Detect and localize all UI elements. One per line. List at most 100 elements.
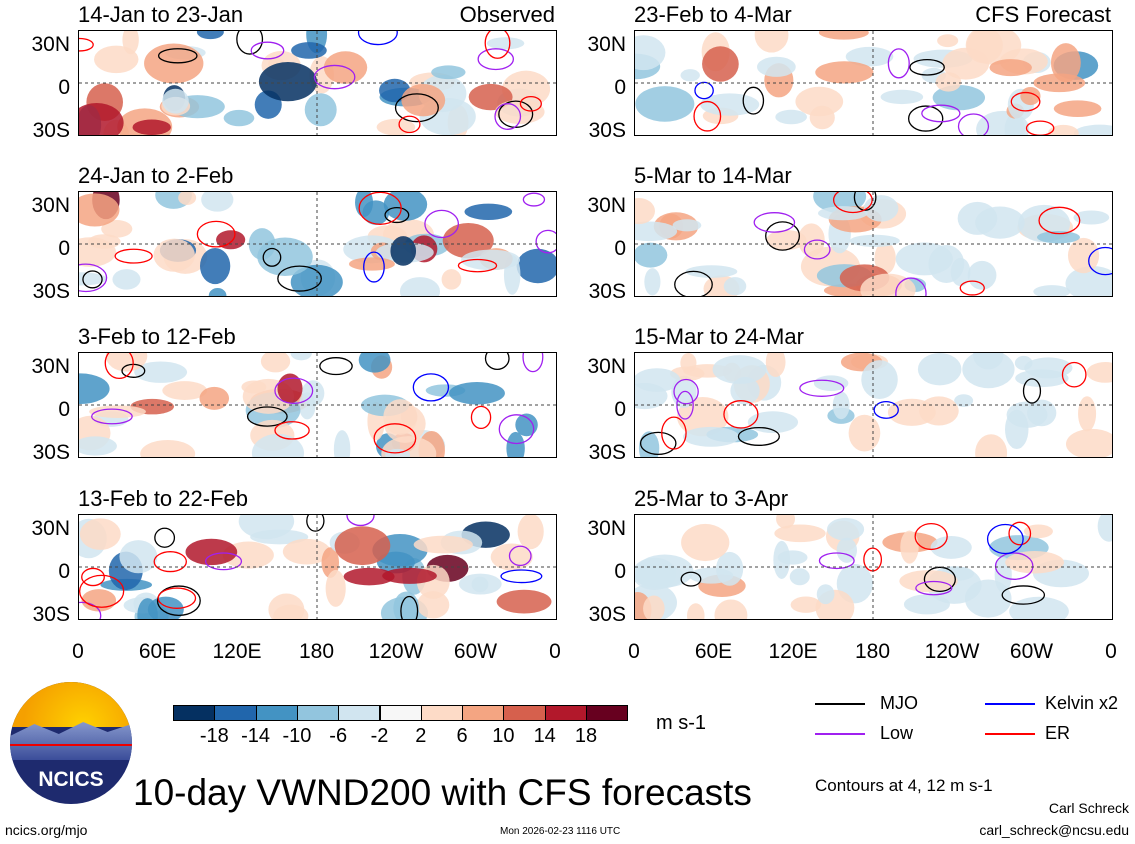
wind-anomaly-region	[376, 551, 415, 574]
colorbar-tick: -10	[282, 725, 312, 747]
wind-anomaly-region	[826, 517, 865, 541]
wind-anomaly-region	[399, 277, 441, 296]
wind-anomaly-region	[199, 386, 230, 410]
wind-anomaly-region	[1097, 515, 1112, 542]
wind-anomaly-region	[290, 264, 343, 296]
wind-anomaly-region	[644, 268, 661, 296]
contour-line	[887, 48, 910, 79]
wind-anomaly-region	[140, 439, 196, 457]
site-link[interactable]: ncics.org/mjo	[5, 822, 88, 838]
wind-anomaly-region	[685, 265, 738, 278]
contour-line	[803, 239, 831, 260]
wind-anomaly-region	[132, 119, 171, 135]
contour-line	[204, 552, 243, 571]
wind-anomaly-region	[756, 56, 796, 77]
colorbar-swatch	[255, 705, 298, 721]
contour-line	[319, 357, 353, 376]
y-tick-label: 30N	[31, 194, 70, 217]
colorbar-tick: -18	[199, 725, 229, 747]
wind-anomaly-region	[962, 353, 1015, 389]
map-panel	[78, 352, 557, 458]
wind-anomaly-region	[1073, 124, 1112, 135]
wind-anomaly-region	[848, 414, 881, 452]
colorbar-swatch	[586, 705, 629, 721]
wind-anomaly-region	[441, 269, 462, 290]
wind-anomaly-region	[1067, 237, 1100, 274]
x-tick-label: 120E	[768, 640, 818, 663]
wind-anomaly-region	[1020, 86, 1041, 106]
contour-line	[104, 353, 134, 380]
wind-anomaly-region	[975, 206, 1025, 239]
wind-anomaly-region	[790, 596, 822, 613]
contour-line	[818, 552, 855, 570]
contour-line	[477, 48, 515, 71]
column-label: Observed	[459, 2, 555, 27]
wind-anomaly-region	[635, 86, 695, 122]
legend-line	[815, 703, 865, 705]
wind-anomaly-region	[112, 269, 141, 290]
wind-anomaly-region	[282, 538, 331, 565]
wind-anomaly-region	[635, 242, 668, 268]
wind-anomaly-region	[677, 396, 729, 437]
wind-anomaly-region	[490, 543, 533, 571]
wind-anomaly-region	[965, 31, 1003, 64]
y-tick-label: 0	[614, 398, 626, 421]
wind-anomaly-region	[81, 589, 117, 612]
contour-line	[799, 379, 845, 397]
y-tick-label: 30S	[588, 603, 626, 626]
wind-anomaly-region	[795, 86, 844, 117]
contour-line	[915, 580, 953, 596]
contour-line	[79, 601, 102, 619]
x-tick-label: 60W	[453, 640, 498, 663]
wind-anomaly-region	[954, 394, 974, 407]
wind-anomaly-region	[1005, 409, 1029, 450]
contour-line	[363, 251, 385, 283]
colorbar-swatch	[214, 705, 257, 721]
contour-line	[873, 401, 899, 419]
wind-anomaly-region	[516, 248, 556, 284]
wind-anomaly-region	[635, 557, 677, 590]
wind-anomaly-region	[643, 595, 665, 619]
figure-title: 10-day VWND200 with CFS forecasts	[133, 772, 752, 813]
wind-anomaly-region	[1086, 362, 1112, 383]
x-tick-label: 0	[72, 640, 84, 663]
contour-line	[157, 48, 198, 64]
email[interactable]: carl_schreck@ncsu.edu	[979, 822, 1129, 838]
wind-anomaly-region	[273, 604, 309, 619]
contour-line	[1061, 361, 1087, 388]
wind-anomaly-region	[950, 257, 971, 287]
contour-line	[357, 31, 398, 46]
legend-label: Kelvin x2	[1045, 693, 1119, 713]
contour-line	[676, 390, 694, 420]
x-tick-label: 0	[549, 640, 561, 663]
wind-anomaly-region	[723, 277, 747, 296]
panel-title: 23-Feb to 4-Mar	[634, 2, 792, 27]
contour-line	[519, 95, 542, 112]
wind-anomaly-region	[900, 530, 919, 564]
wind-anomaly-region	[813, 375, 849, 392]
y-tick-label: 30S	[32, 603, 70, 626]
panel-title: 13-Feb to 22-Feb	[78, 486, 248, 511]
wind-anomaly-region	[687, 603, 705, 619]
contour-line	[742, 86, 765, 115]
contour-line	[694, 81, 714, 100]
x-tick-label: 0	[1105, 640, 1117, 663]
colorbar-swatch	[420, 705, 464, 721]
colorbar-tick: 14	[533, 725, 556, 747]
contour-line	[674, 270, 713, 296]
wind-anomaly-region	[680, 69, 700, 82]
wind-anomaly-region	[119, 540, 158, 574]
contour-line	[114, 248, 153, 264]
wind-anomaly-region	[506, 431, 525, 457]
wind-anomaly-region	[975, 434, 1008, 457]
contour-line	[79, 574, 125, 608]
wind-anomaly-region	[860, 273, 916, 296]
wind-anomaly-region	[413, 535, 473, 554]
contour-line	[753, 212, 796, 233]
wind-anomaly-region	[464, 203, 513, 220]
wind-anomaly-region	[681, 523, 730, 562]
contour-line	[82, 270, 103, 289]
contour-line	[508, 545, 532, 567]
wind-anomaly-region	[277, 373, 303, 404]
